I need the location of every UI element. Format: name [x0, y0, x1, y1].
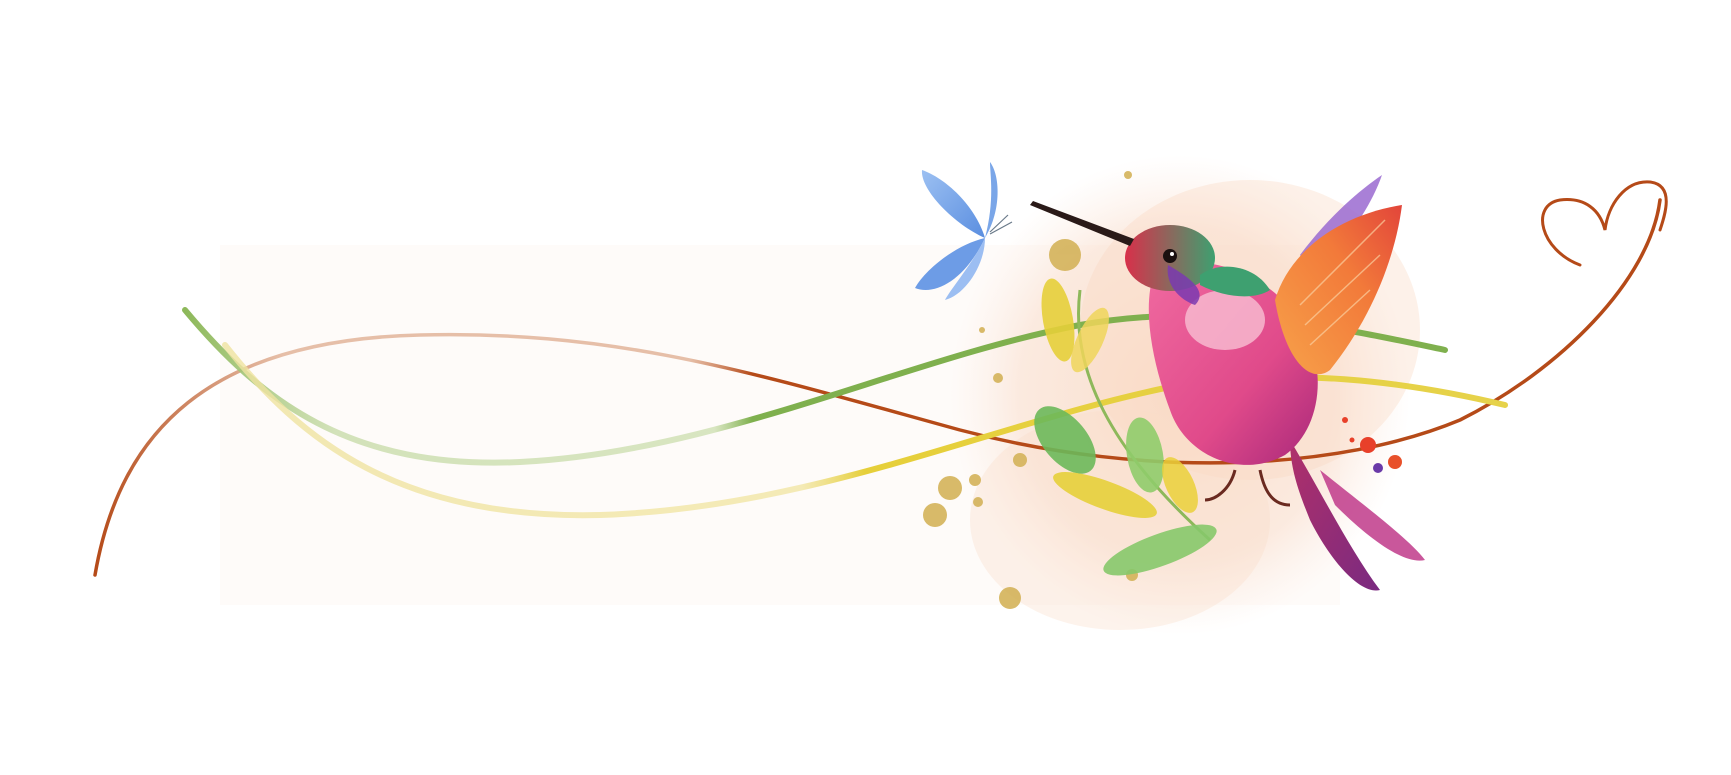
butterfly-icon: [915, 162, 1013, 300]
heart-icon: [1541, 180, 1668, 267]
color-splatter-icon: [1342, 417, 1402, 473]
leaf-sprig-icon: [1034, 278, 1217, 576]
yellow-ribbon: [222, 342, 1508, 519]
gold-splatter-icon: [923, 171, 1138, 609]
hummingbird-icon: [1030, 175, 1425, 591]
